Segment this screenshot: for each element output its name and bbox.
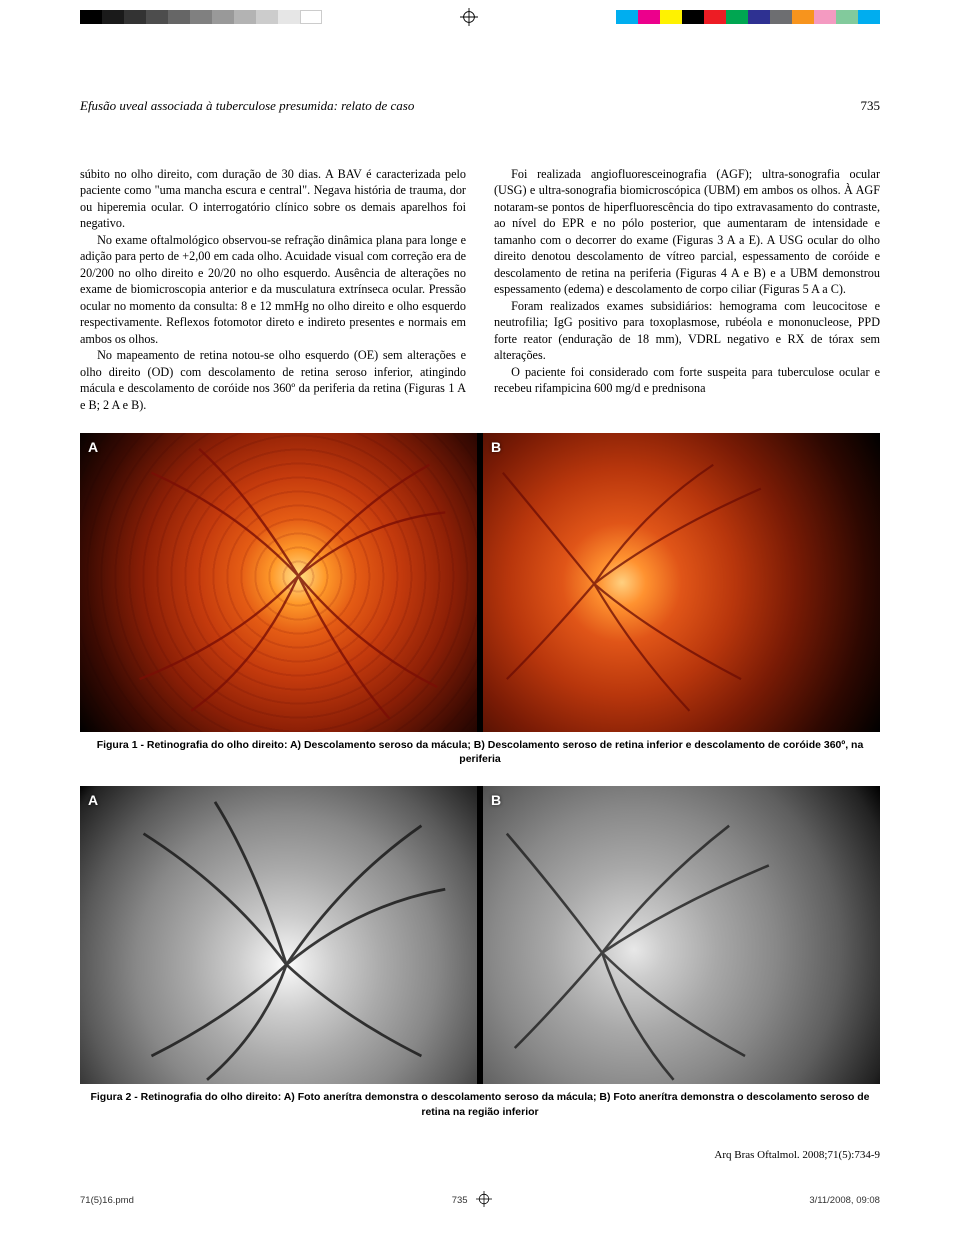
registration-crosshair-icon: [476, 1191, 492, 1210]
panel-label: B: [491, 792, 501, 808]
footer-filename: 71(5)16.pmd: [80, 1195, 134, 1206]
article-body: súbito no olho direito, com duração de 3…: [80, 166, 880, 413]
body-paragraph: Foram realizados exames subsidiários: he…: [494, 298, 880, 364]
figure-2-panel-a: A: [80, 786, 477, 1084]
fundus-photo-redfree: [80, 786, 477, 1084]
figure-1-panel-a: A: [80, 433, 477, 731]
panel-label: A: [88, 439, 98, 455]
footer-timestamp: 3/11/2008, 09:08: [809, 1195, 880, 1206]
running-header: Efusão uveal associada à tuberculose pre…: [80, 98, 880, 114]
fundus-photo-color: [483, 433, 880, 731]
body-paragraph: Foi realizada angiofluoresceinografia (A…: [494, 166, 880, 298]
body-paragraph: No mapeamento de retina notou-se olho es…: [80, 347, 466, 413]
figure-2: A B: [80, 786, 880, 1119]
figure-2-panels: A B: [80, 786, 880, 1084]
panel-label: B: [491, 439, 501, 455]
fundus-photo-redfree: [483, 786, 880, 1084]
body-paragraph: O paciente foi considerado com forte sus…: [494, 364, 880, 397]
figure-1: A B: [80, 433, 880, 766]
figure-1-panels: A B: [80, 433, 880, 731]
figure-2-caption: Figura 2 - Retinografia do olho direito:…: [80, 1090, 880, 1118]
fundus-photo-color: [80, 433, 477, 731]
print-footer-meta: 71(5)16.pmd 735 3/11/2008, 09:08: [0, 1181, 960, 1230]
page-content: Efusão uveal associada à tuberculose pre…: [0, 30, 960, 1181]
figure-1-caption: Figura 1 - Retinografia do olho direito:…: [80, 738, 880, 766]
journal-reference: Arq Bras Oftalmol. 2008;71(5):734-9: [80, 1149, 880, 1161]
panel-label: A: [88, 792, 98, 808]
print-registration-bar: [0, 0, 960, 30]
body-paragraph: súbito no olho direito, com duração de 3…: [80, 166, 466, 232]
registration-crosshair-icon: [460, 8, 478, 26]
color-swatch-strip: [616, 10, 880, 24]
figure-2-panel-b: B: [483, 786, 880, 1084]
body-paragraph: No exame oftalmológico observou-se refra…: [80, 232, 466, 347]
page-number: 735: [861, 98, 881, 114]
figure-1-panel-b: B: [483, 433, 880, 731]
grayscale-swatch-strip: [80, 10, 322, 24]
running-title: Efusão uveal associada à tuberculose pre…: [80, 98, 414, 114]
footer-page: 735: [452, 1195, 468, 1206]
